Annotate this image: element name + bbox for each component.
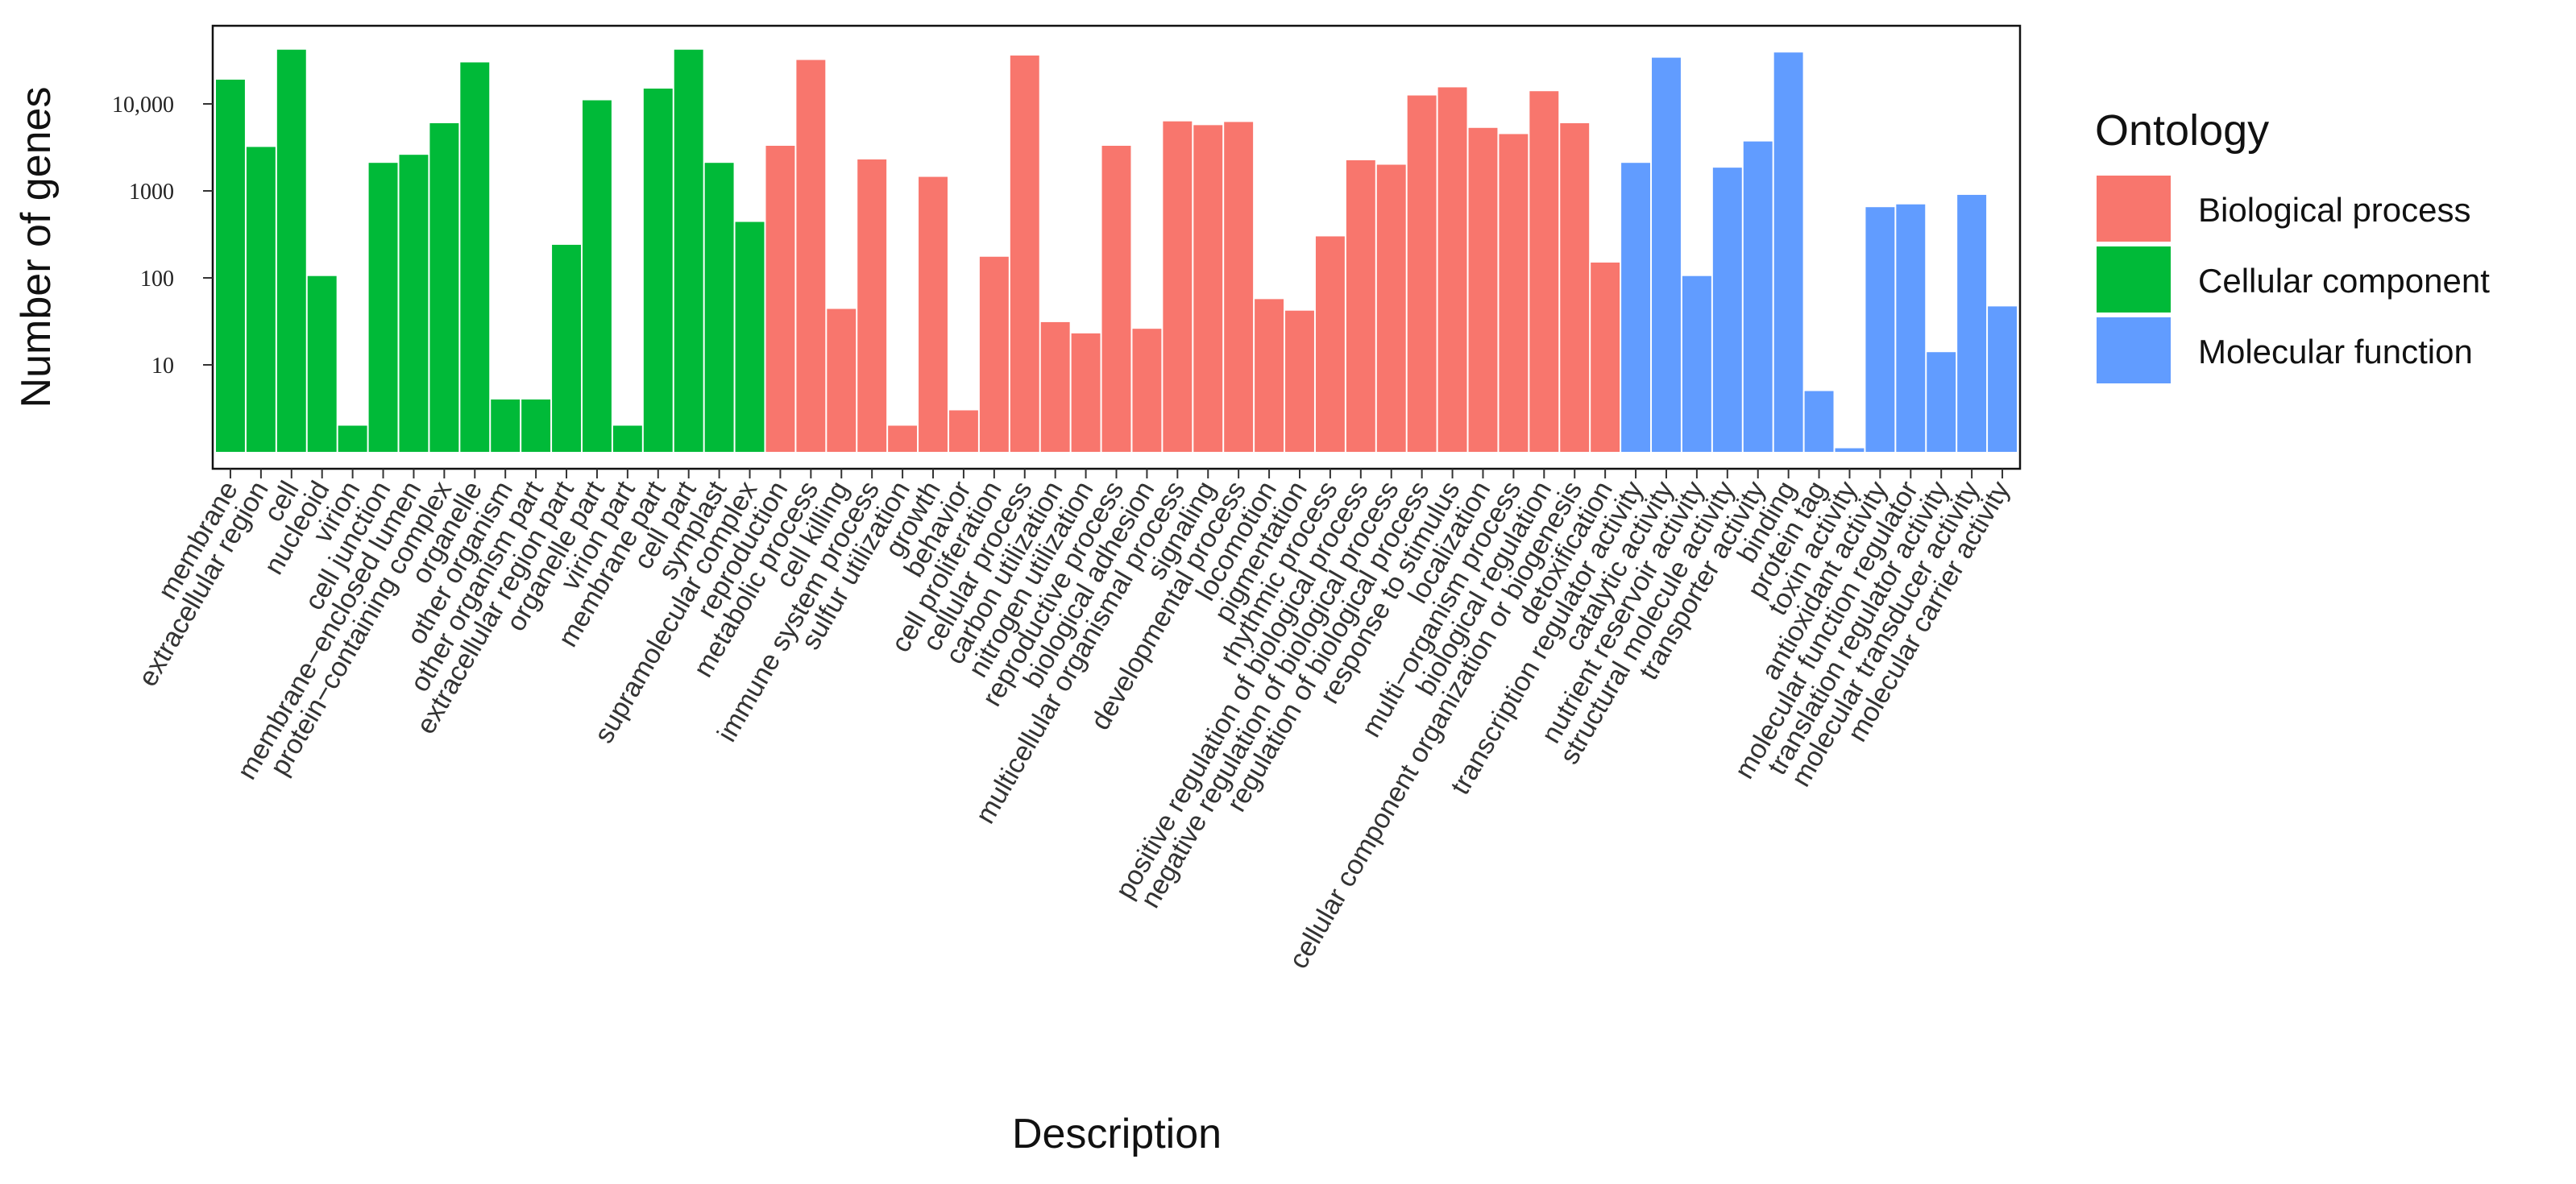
y-tick-label: 10,000 [112,93,174,118]
bar-protein-containing-complex [429,122,459,452]
bar-structural-molecule-activity [1712,168,1742,452]
bar-regulation-of-biological-process [1407,95,1437,452]
bar-reproductive-process [1101,146,1131,452]
bar-molecular-carrier-activity [1988,306,2017,452]
bar-metabolic-process [796,60,826,452]
bar-localization [1468,127,1498,452]
bar-series [216,49,2017,453]
bar-catalytic-activity [1652,57,1681,452]
bar-cell-proliferation [979,256,1009,452]
bar-locomotion [1255,299,1284,452]
y-axis-title: Number of genes [13,87,60,408]
bar-membrane-part [643,88,673,452]
legend-swatch-biological-process [2097,176,2171,242]
bar-supramolecular-complex [735,221,765,452]
y-axis-ticks: 10 100 1000 10,000 [112,93,213,379]
bar-nucleoid [307,275,337,452]
bar-cell-junction [368,163,398,452]
bar-carbon-utilization [1040,321,1070,452]
bar-biological-regulation [1529,91,1559,452]
bar-response-to-stimulus [1437,87,1467,452]
legend-swatch-cellular-component [2097,246,2171,313]
bar-other-organism [491,399,521,452]
bar-membrane-enclosed-lumen [399,155,429,452]
y-tick-label: 10 [151,354,174,379]
x-axis-title: Description [1012,1111,1222,1157]
bar-molecular-function-regulator [1896,204,1926,453]
bar-reproduction [765,146,795,452]
bar-binding [1773,52,1803,453]
bar-detoxification [1591,262,1620,452]
bar-symplast [704,163,734,452]
bar-antioxidant-activity [1865,207,1895,452]
bar-nutrient-reservoir-activity [1682,275,1711,452]
bar-growth [919,176,948,452]
bar-signaling [1193,125,1223,452]
bar-cell-killing [827,308,857,452]
bar-protein-tag [1804,391,1834,452]
y-tick-label: 100 [140,267,174,292]
legend-label-biological-process: Biological process [2198,191,2471,229]
bar-immune-system-process [857,159,887,452]
bar-organelle [460,62,490,452]
bar-extracellular-region [246,147,276,452]
bar-nitrogen-utilization [1071,333,1101,452]
bar-cell-part [674,49,703,452]
bar-negative-regulation-of-biological-process [1376,164,1406,453]
bar-pigmentation [1285,310,1314,452]
bar-positive-regulation-of-biological-process [1346,159,1375,452]
legend-label-molecular-function: Molecular function [2198,333,2473,371]
bar-rhythmic-process [1315,236,1345,452]
legend-title: Ontology [2095,106,2269,155]
bar-translation-regulator-activity [1927,352,1956,452]
bar-cellular-component-organization-or-biogenesis [1560,122,1590,452]
bar-membrane [216,79,245,452]
bar-transporter-activity [1743,141,1773,452]
bar-other-organism-part [521,399,551,452]
bar-transcription-regulator-activity [1621,163,1651,452]
bar-virion [338,425,367,452]
bar-virion-part [612,425,642,452]
legend-swatch-molecular-function [2097,317,2171,383]
bar-extracellular-region-part [552,244,581,452]
legend: Ontology Biological process Cellular com… [2095,106,2490,383]
bar-developmental-process [1224,122,1254,453]
bar-organelle-part [582,100,612,452]
legend-label-cellular-component: Cellular component [2198,262,2490,300]
bar-biological-adhesion [1132,329,1162,452]
bar-toxin-activity [1835,448,1865,452]
bar-molecular-transducer-activity [1957,194,1987,452]
bar-cell [276,49,306,452]
bar-multi-organism-process [1499,134,1529,452]
bar-cellular-process [1010,55,1039,453]
bar-behavior [948,410,978,452]
bar-multicellular-organismal-process [1163,121,1193,453]
y-tick-label: 1000 [129,180,174,205]
bar-sulfur-utilization [888,425,918,452]
